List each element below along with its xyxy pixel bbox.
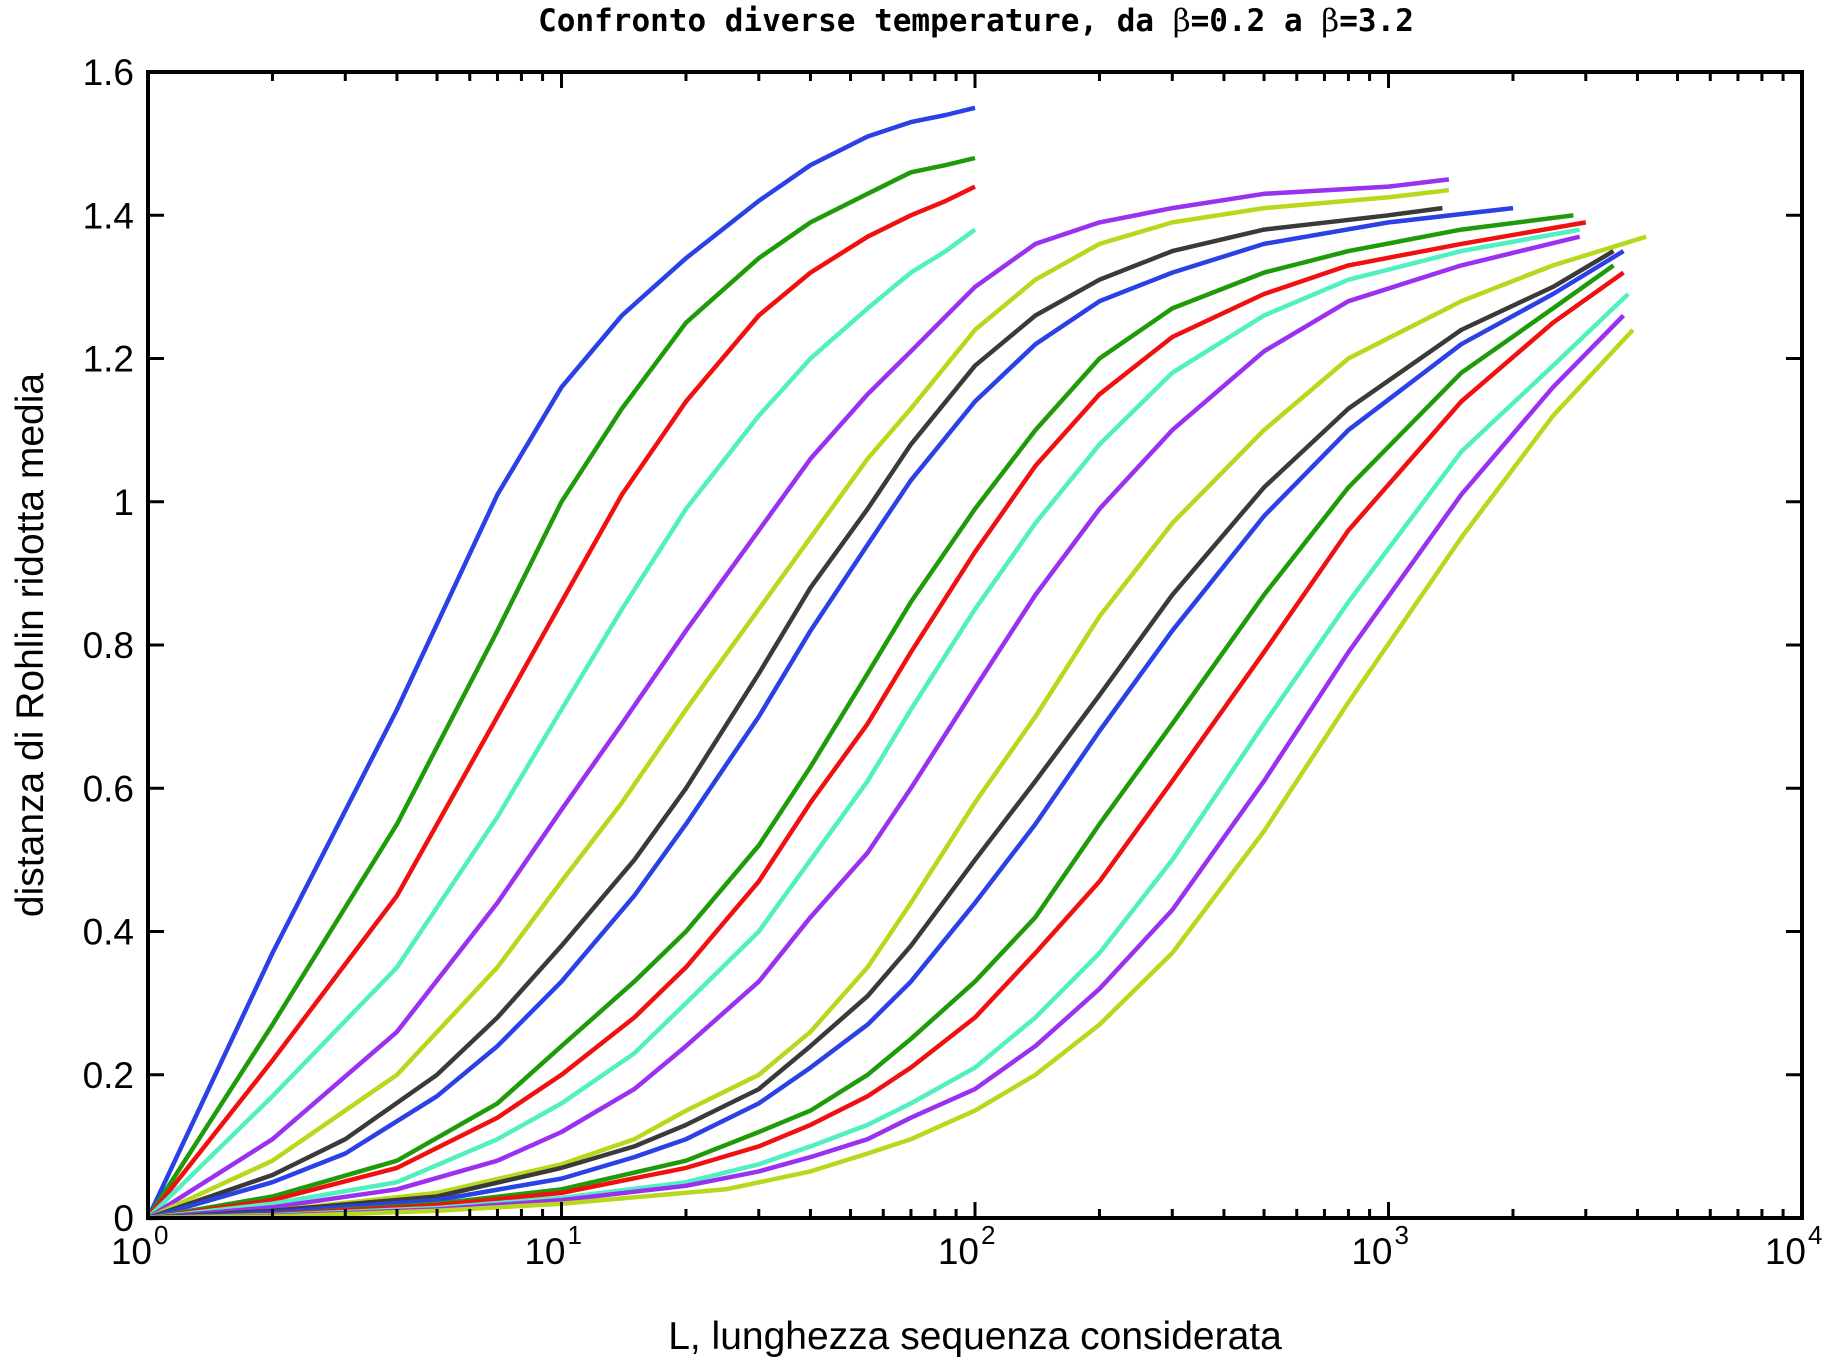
x-tick-label-4: 10 4 [1765,1220,1823,1272]
y-tick-label-7: 1.4 [83,195,134,236]
series-line-8 [147,205,1514,1221]
series-line-17 [147,270,1625,1221]
x-tick-label-exponent-0: 0 [154,1220,168,1250]
x-tick-label-base-2: 10 [938,1231,979,1272]
y-tick-label-2: 0.4 [83,912,134,953]
y-tick-label-0: 0 [113,1198,134,1239]
x-tick-label-base-0: 10 [111,1231,152,1272]
x-tick-label-exponent-2: 2 [981,1220,995,1250]
series-line-19 [147,313,1626,1221]
title-prefix: Confronto diverse temperature, da [538,3,1173,39]
series-line-9 [147,213,1574,1221]
ticks-layer [146,70,1804,1220]
series-line-12 [147,234,1581,1221]
x-tick-label-base-4: 10 [1765,1231,1806,1272]
y-tick-label-6: 1.2 [83,339,134,380]
x-tick-label-3: 10 3 [1351,1220,1409,1272]
y-tick-label-4: 0.8 [83,625,134,666]
series-line-13 [147,234,1647,1221]
x-tick-label-1: 10 1 [524,1220,582,1272]
y-tick-label-5: 1 [113,482,134,523]
series-line-3 [146,184,976,1220]
tick-labels-layer: 00.20.40.60.811.21.41.610 0 10 1 10 2 10 3 10 4 [83,52,1823,1272]
title-middle: =0.2 a [1191,3,1322,39]
series-line-6 [147,187,1450,1221]
series-line-10 [147,220,1587,1221]
x-tick-label-0: 10 0 [111,1220,169,1272]
x-tick-label-2: 10 2 [938,1220,996,1272]
series-line-4 [146,227,977,1220]
x-tick-label-exponent-4: 4 [1808,1220,1822,1250]
y-axis-label: distanza di Rohlin ridotta media [9,373,52,917]
series-line-7 [147,205,1443,1221]
x-tick-label-base-1: 10 [524,1231,565,1272]
series-line-2 [146,155,976,1220]
series-line-1 [145,105,976,1219]
title-suffix: =3.2 [1339,3,1414,39]
x-tick-label-base-3: 10 [1351,1231,1392,1272]
series-line-20 [147,328,1635,1221]
y-tick-label-1: 0.2 [83,1055,134,1096]
title-beta-start: β [1173,3,1191,39]
series-line-15 [147,249,1625,1221]
series-layer [145,105,1647,1221]
x-tick-label-exponent-1: 1 [568,1220,582,1250]
series-line-16 [147,263,1615,1221]
y-tick-label-3: 0.6 [83,768,134,809]
series-line-5 [146,177,1450,1220]
chart-title: Confronto diverse temperature, da β=0.2 … [538,3,1414,39]
series-line-11 [147,227,1581,1221]
y-tick-label-8: 1.6 [83,52,134,93]
x-axis-label: L, lunghezza sequenza considerata [668,1315,1282,1358]
title-beta-end: β [1321,3,1339,39]
x-tick-label-exponent-3: 3 [1395,1220,1409,1250]
series-line-14 [147,249,1615,1221]
